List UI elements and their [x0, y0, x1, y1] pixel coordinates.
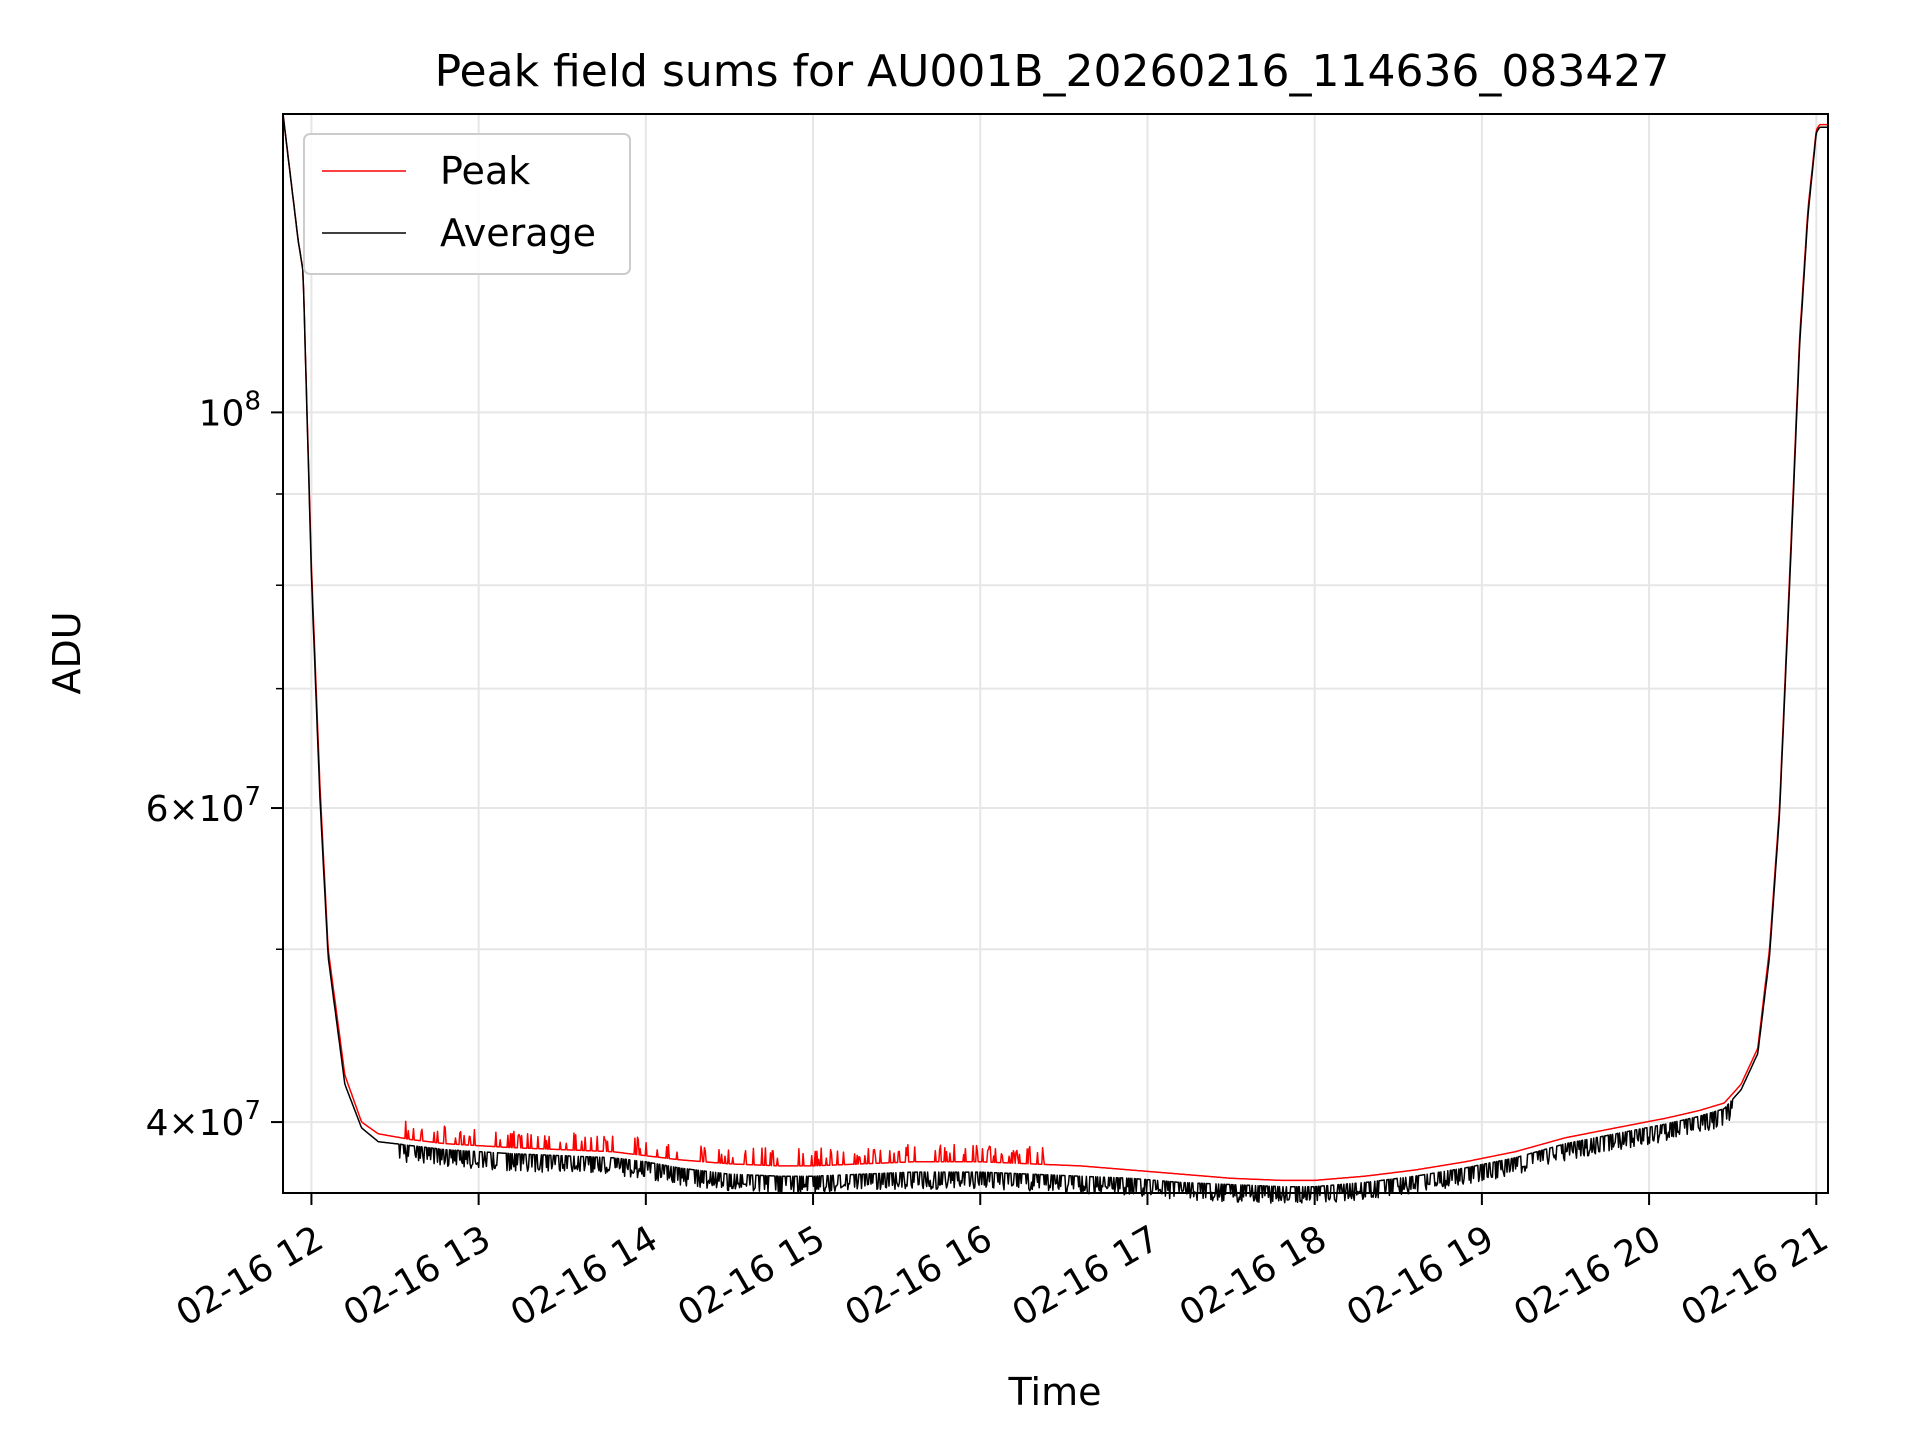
- legend-label-peak: Peak: [440, 149, 530, 193]
- grid: [283, 114, 1828, 1193]
- y-tick-label: 108: [199, 386, 261, 434]
- chart-title: Peak field sums for AU001B_20260216_1146…: [435, 46, 1670, 97]
- series-lines: [282, 113, 1828, 1204]
- y-tick-label: 4×107: [146, 1096, 261, 1144]
- series-line-peak: [282, 113, 1828, 1182]
- legend-label-average: Average: [440, 211, 596, 255]
- y-axis-label: ADU: [45, 611, 89, 694]
- legend-box: [303, 133, 631, 275]
- series-line-average: [282, 113, 1828, 1204]
- x-axis-label: Time: [1008, 1370, 1102, 1414]
- legend: Peak Average: [303, 133, 631, 275]
- y-tick-label: 6×107: [146, 782, 261, 830]
- y-axis-ticks: 4×107 6×107 108: [146, 386, 283, 1144]
- plot-frame: [282, 113, 1829, 1194]
